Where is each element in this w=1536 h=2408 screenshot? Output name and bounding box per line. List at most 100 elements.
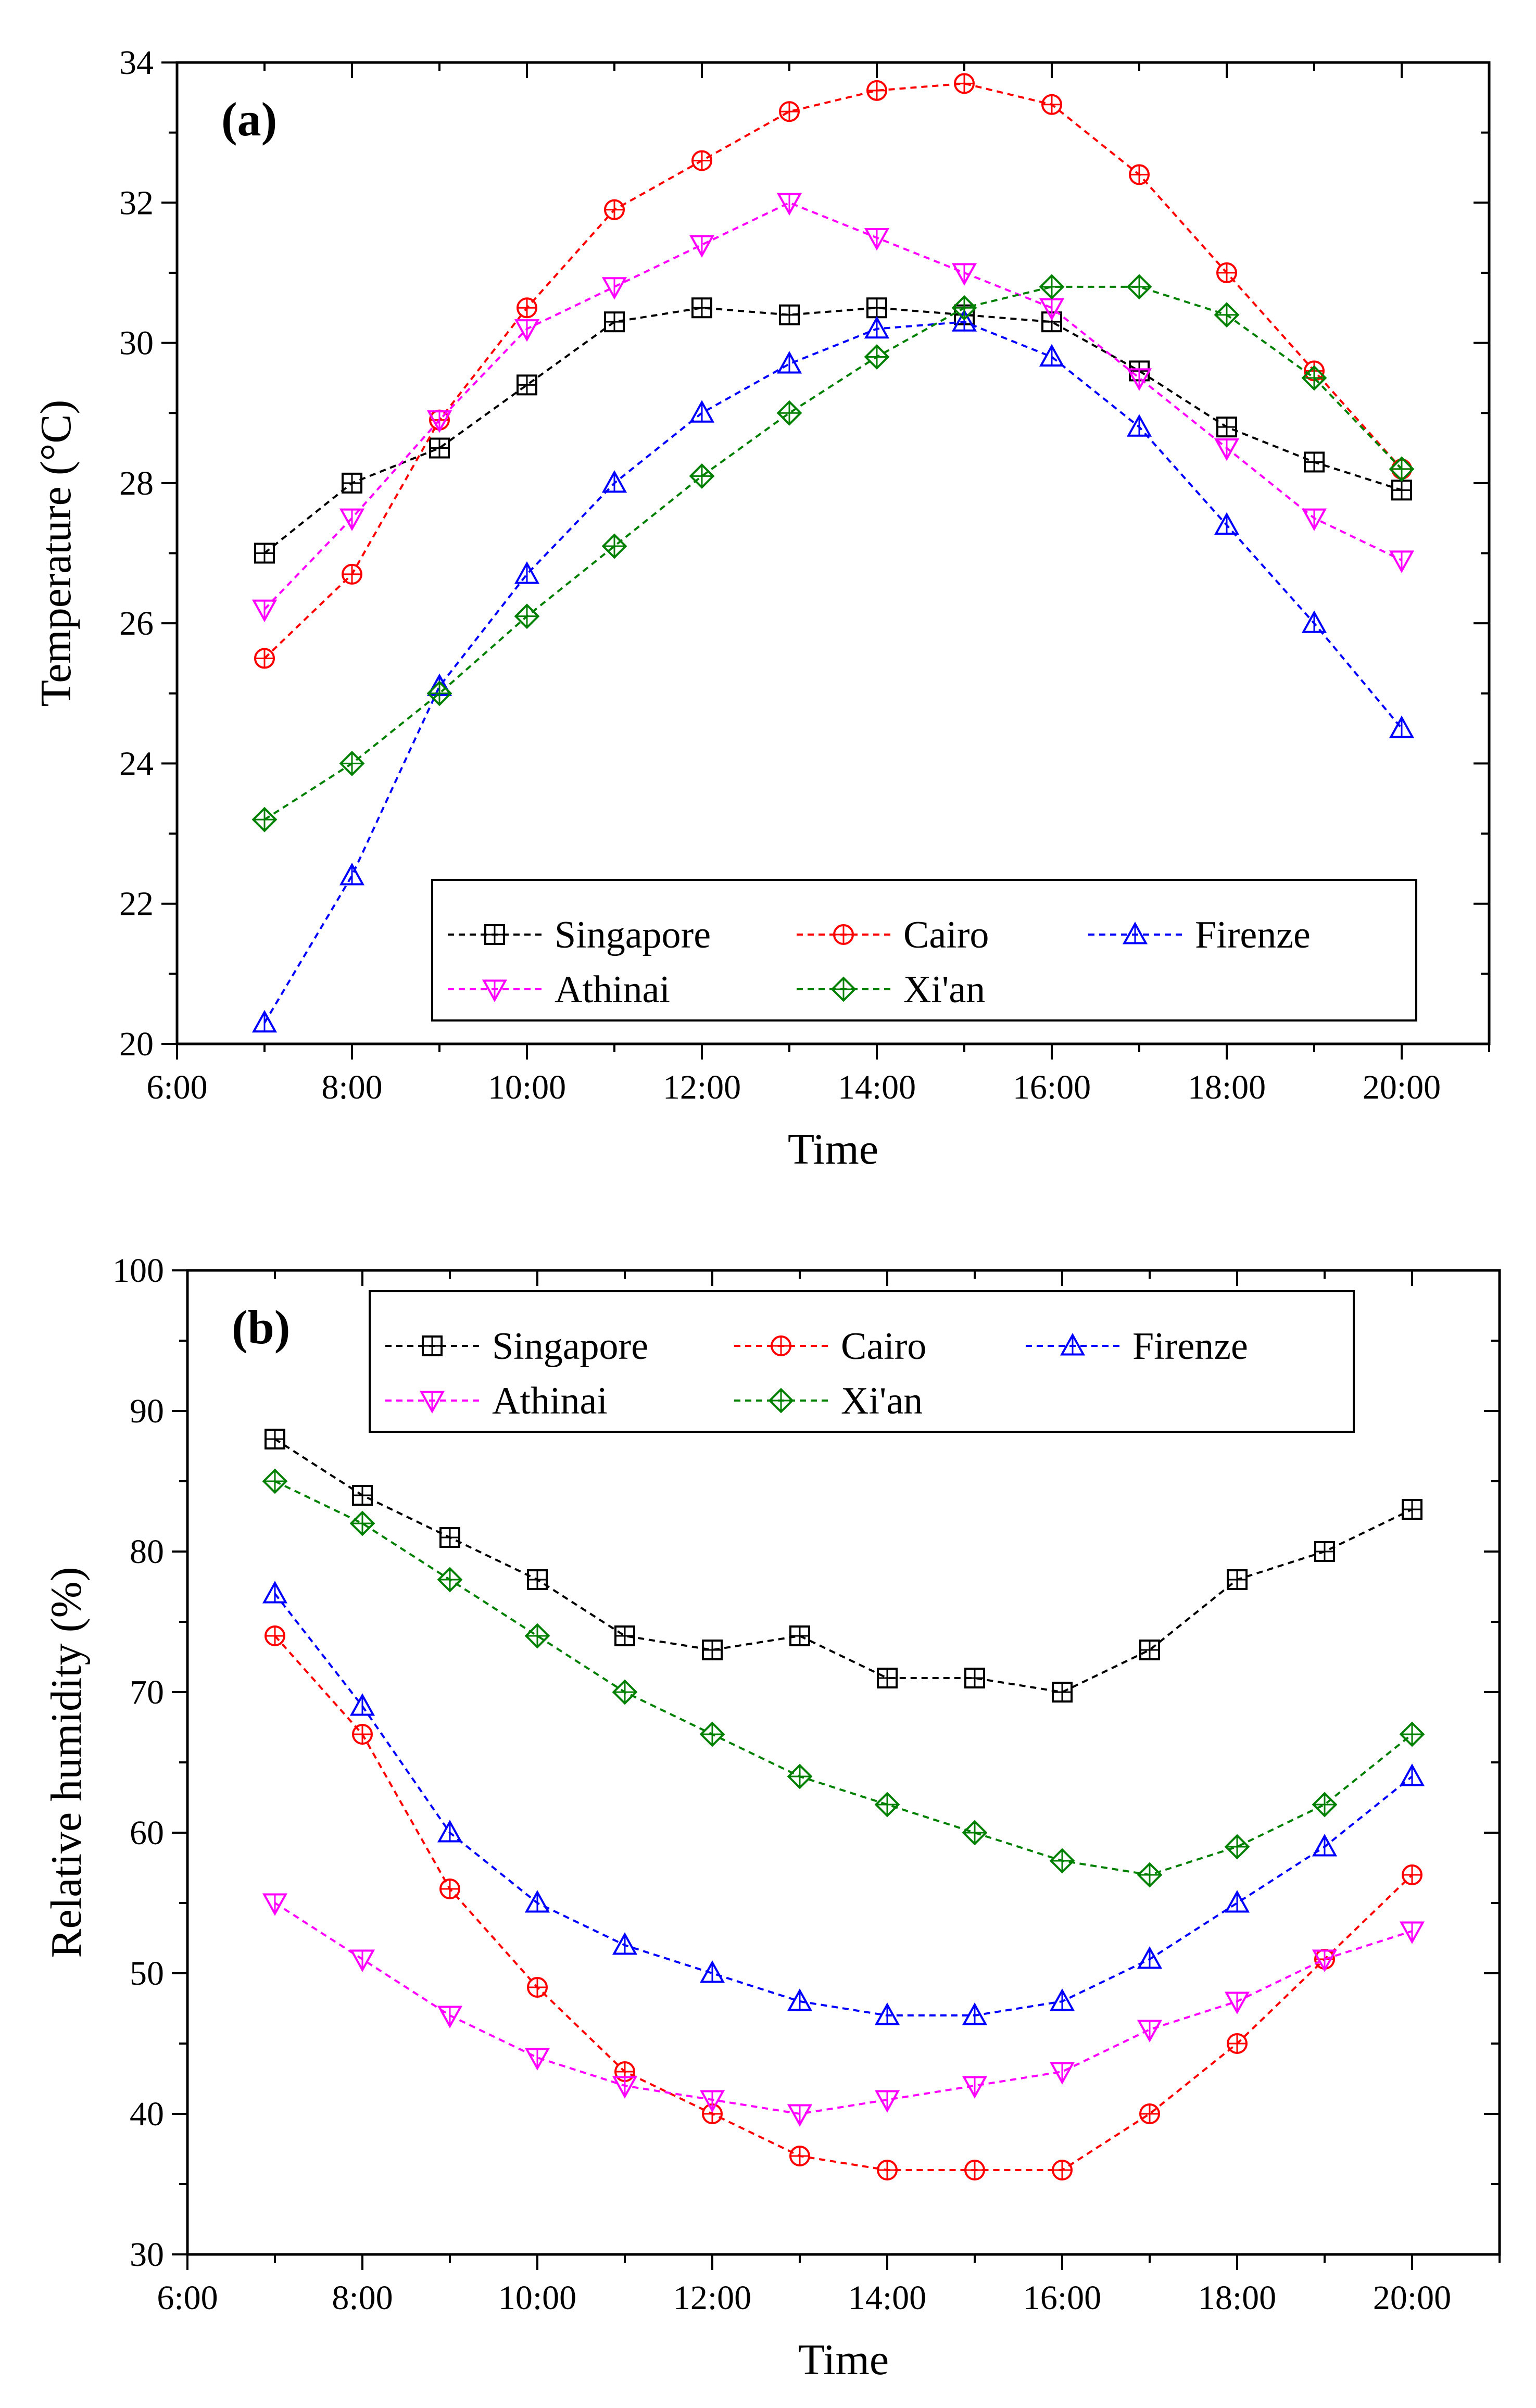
panel-b-label: (b) <box>232 1301 290 1354</box>
panel-b-x-tick-label: 20:00 <box>1373 2279 1451 2317</box>
panel-a-legend-entry-singapore-label: Singapore <box>555 914 711 956</box>
panel-a-legend-entry-athinai: Athinai <box>448 968 670 1011</box>
panel-a-series-cairo-point-cross <box>780 102 799 121</box>
panel-b-series-xi-an-point-cross <box>963 1821 986 1844</box>
panel-b-series-cairo-point-cross <box>1140 2104 1159 2123</box>
panel-a-series-cairo-point-cross <box>343 564 361 584</box>
panel-a-legend: Singapore Cairo Firenze Athinai Xi'an <box>431 879 1417 1022</box>
panel-a-x-tick-label: 8:00 <box>321 1068 382 1106</box>
panel-a-legend-entry-athinai-label: Athinai <box>555 968 670 1011</box>
panel-a-series-xi-an-point-cross <box>953 296 976 319</box>
panel-a-series-singapore-point-cross <box>780 305 799 324</box>
panel-b-series-xi-an-point-cross <box>1138 1863 1161 1886</box>
panel-a-x-tick-label: 6:00 <box>146 1068 207 1106</box>
panel-a-series-xi-an-point <box>1301 365 1327 391</box>
panel-b-x-tick-label: 10:00 <box>498 2279 576 2317</box>
panel-a-series-firenze-point <box>339 863 365 886</box>
panel-a-series-xi-an-point-cross <box>428 682 451 705</box>
panel-b-series-cairo-point-cross <box>440 1880 459 1898</box>
panel-a-series-athinai-line <box>263 201 1402 610</box>
panel-b-series-firenze <box>262 1581 1425 2025</box>
panel-b: 6:00 8:00 10:00 12:00 14:00 16:00 18:00 20:00 30… <box>42 1252 1501 2384</box>
panel-a-series-firenze-point <box>1389 715 1415 738</box>
panel-b-series-cairo-line <box>274 1635 1413 2171</box>
panel-b-legend-entry-xi-an: Xi'an <box>734 1380 923 1422</box>
panel-a-x-tick-label: 10:00 <box>488 1068 566 1106</box>
panel-a-series-cairo-point-cross <box>605 200 624 219</box>
panel-b-series-singapore-point-cross <box>615 1627 634 1645</box>
panel-a-series-xi-an-point-cross <box>865 345 888 369</box>
panel-a-series-singapore-point-cross <box>605 312 624 332</box>
panel-a-series-cairo <box>254 73 1412 669</box>
panel-b-series-xi-an-point-cross <box>613 1681 636 1704</box>
panel-a-series-firenze-point <box>1126 414 1152 437</box>
panel-b-series-singapore-point-cross <box>878 1669 897 1687</box>
panel-a-y-tick-label: 30 <box>119 324 154 362</box>
panel-b-series-athinai-line <box>274 1902 1413 2115</box>
panel-b-legend-entry-athinai-label: Athinai <box>492 1380 608 1422</box>
panel-a-series-singapore-line <box>263 307 1402 554</box>
panel-a-series-xi-an-point-cross <box>690 464 713 487</box>
panel-a-legend-entry-firenze: Firenze <box>1088 914 1311 956</box>
panel-b-x-tick-label: 18:00 <box>1198 2279 1276 2317</box>
panel-b-y-tick-label: 90 <box>130 1392 164 1430</box>
panel-b-series-singapore-point-cross <box>1403 1500 1421 1519</box>
panel-b-series-cairo-point-cross <box>965 2161 984 2179</box>
panel-a-series-cairo-point-cross <box>518 298 536 318</box>
panel-a-series-xi-an-point <box>601 533 627 559</box>
panel-a-series-singapore-point-cross <box>255 544 274 563</box>
panel-a-legend-entry-cairo: Cairo <box>797 914 989 956</box>
panel-b-series-cairo-point-cross <box>528 1978 547 1997</box>
panel-a-y-tick-label: 20 <box>119 1025 154 1063</box>
panel-b-x-axis-title: Time <box>798 2336 889 2384</box>
panel-b-series-cairo <box>265 1625 1422 2180</box>
panel-a-y-tick-label: 28 <box>119 464 154 502</box>
panel-b-series-athinai <box>262 1893 1425 2127</box>
panel-b-y-tick-label: 60 <box>130 1814 164 1852</box>
panel-a-series-xi-an-point-cross <box>1390 458 1413 481</box>
panel-b-x-tick-label: 14:00 <box>848 2279 926 2317</box>
panel-a-series-athinai-point <box>601 277 627 300</box>
panel-a-legend-entry-xi-an-marker-cross <box>832 978 855 1001</box>
panel-b-series-xi-an <box>262 1468 1425 1888</box>
panel-b-y-tick-label: 100 <box>112 1252 164 1290</box>
panel-a-series-xi-an-point <box>339 751 365 776</box>
panel-a-series-cairo-line <box>263 82 1403 659</box>
panel-a-series-singapore-point-cross <box>867 298 886 318</box>
panel-a-series-cairo-point-cross <box>867 81 886 100</box>
panel-a-series-xi-an-point-cross <box>253 808 276 831</box>
panel-b-legend-entry-singapore-marker-cross <box>423 1337 442 1355</box>
panel-b-series-cairo-point-cross <box>353 1725 372 1744</box>
panel-a-series-firenze-line <box>263 321 1403 1024</box>
panel-a-series-xi-an-point-cross <box>603 535 626 558</box>
panel-a-series-cairo-point-cross <box>1130 165 1149 184</box>
panel-a-series-xi-an <box>251 274 1415 833</box>
panel-a-y-tick-label: 34 <box>119 44 154 82</box>
panel-a-series-firenze-point <box>251 1010 278 1033</box>
panel-a-series-xi-an-point-cross <box>515 605 538 628</box>
panel-a-legend-box <box>431 879 1417 1022</box>
panel-a-series-singapore-point-cross <box>693 298 711 318</box>
panel-b-y-tick-label: 70 <box>130 1673 164 1711</box>
panel-b-series-xi-an-point-cross <box>526 1624 549 1647</box>
panel-a-series-firenze-point <box>951 309 977 332</box>
panel-a-series-cairo-point-cross <box>1042 95 1061 114</box>
panel-a-series-cairo-point-cross <box>955 74 974 93</box>
panel-a-x-tick-label: 18:00 <box>1188 1068 1266 1106</box>
panel-a-series-singapore-point-cross <box>1217 418 1236 437</box>
panel-b-series-singapore-point-cross <box>440 1528 459 1547</box>
panel-b-x-tick-label: 12:00 <box>673 2279 751 2317</box>
panel-b-legend-entry-xi-an-marker-cross <box>770 1389 792 1412</box>
panel-b-series-singapore-point-cross <box>703 1641 722 1659</box>
panel-b-y-tick-label: 40 <box>130 2095 164 2133</box>
panel-b-series-xi-an-point-cross <box>351 1512 374 1535</box>
panel-a-series-xi-an-point-cross <box>1215 304 1238 326</box>
panel-b-series-singapore-point-cross <box>790 1627 809 1645</box>
panel-a-x-tick-label: 14:00 <box>838 1068 916 1106</box>
panel-a-series-athinai <box>251 193 1415 623</box>
panel-b-series-cairo-point-cross <box>1053 2161 1072 2179</box>
panel-a-y-axis-title: Temperature (°C) <box>32 400 80 707</box>
panel-b-series-xi-an-point-cross <box>1226 1835 1249 1858</box>
panel-a-series-cairo-point-cross <box>1217 263 1236 282</box>
panel-b-y-tick-label: 80 <box>130 1533 164 1571</box>
